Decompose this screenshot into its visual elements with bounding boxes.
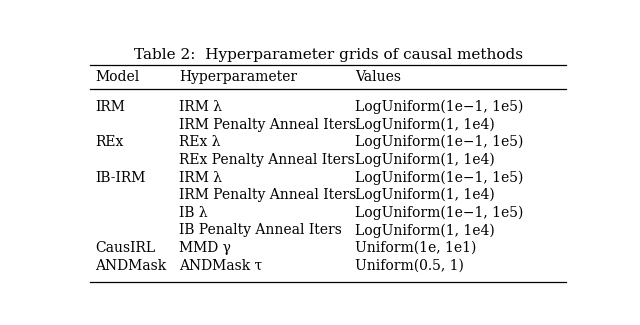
Text: LogUniform(1e−1, 1e5): LogUniform(1e−1, 1e5): [355, 206, 524, 220]
Text: REx Penalty Anneal Iters: REx Penalty Anneal Iters: [179, 153, 355, 167]
Text: IB Penalty Anneal Iters: IB Penalty Anneal Iters: [179, 224, 342, 238]
Text: LogUniform(1e−1, 1e5): LogUniform(1e−1, 1e5): [355, 135, 524, 150]
Text: IRM Penalty Anneal Iters: IRM Penalty Anneal Iters: [179, 188, 356, 202]
Text: IB-IRM: IB-IRM: [95, 171, 145, 185]
Text: LogUniform(1e−1, 1e5): LogUniform(1e−1, 1e5): [355, 100, 524, 114]
Text: LogUniform(1e−1, 1e5): LogUniform(1e−1, 1e5): [355, 170, 524, 185]
Text: LogUniform(1, 1e4): LogUniform(1, 1e4): [355, 153, 495, 167]
Text: IRM: IRM: [95, 100, 125, 114]
Text: ANDMask: ANDMask: [95, 259, 166, 273]
Text: REx: REx: [95, 135, 124, 149]
Text: Uniform(1e, 1e1): Uniform(1e, 1e1): [355, 241, 477, 255]
Text: IRM Penalty Anneal Iters: IRM Penalty Anneal Iters: [179, 118, 356, 132]
Text: Model: Model: [95, 70, 139, 84]
Text: ANDMask τ: ANDMask τ: [179, 259, 262, 273]
Text: Table 2:  Hyperparameter grids of causal methods: Table 2: Hyperparameter grids of causal …: [134, 48, 522, 62]
Text: IRM λ: IRM λ: [179, 100, 222, 114]
Text: IRM λ: IRM λ: [179, 171, 222, 185]
Text: Hyperparameter: Hyperparameter: [179, 70, 298, 84]
Text: IB λ: IB λ: [179, 206, 208, 220]
Text: MMD γ: MMD γ: [179, 241, 231, 255]
Text: LogUniform(1, 1e4): LogUniform(1, 1e4): [355, 223, 495, 238]
Text: CausIRL: CausIRL: [95, 241, 155, 255]
Text: Values: Values: [355, 70, 401, 84]
Text: LogUniform(1, 1e4): LogUniform(1, 1e4): [355, 117, 495, 132]
Text: REx λ: REx λ: [179, 135, 221, 149]
Text: Uniform(0.5, 1): Uniform(0.5, 1): [355, 259, 464, 273]
Text: LogUniform(1, 1e4): LogUniform(1, 1e4): [355, 188, 495, 202]
